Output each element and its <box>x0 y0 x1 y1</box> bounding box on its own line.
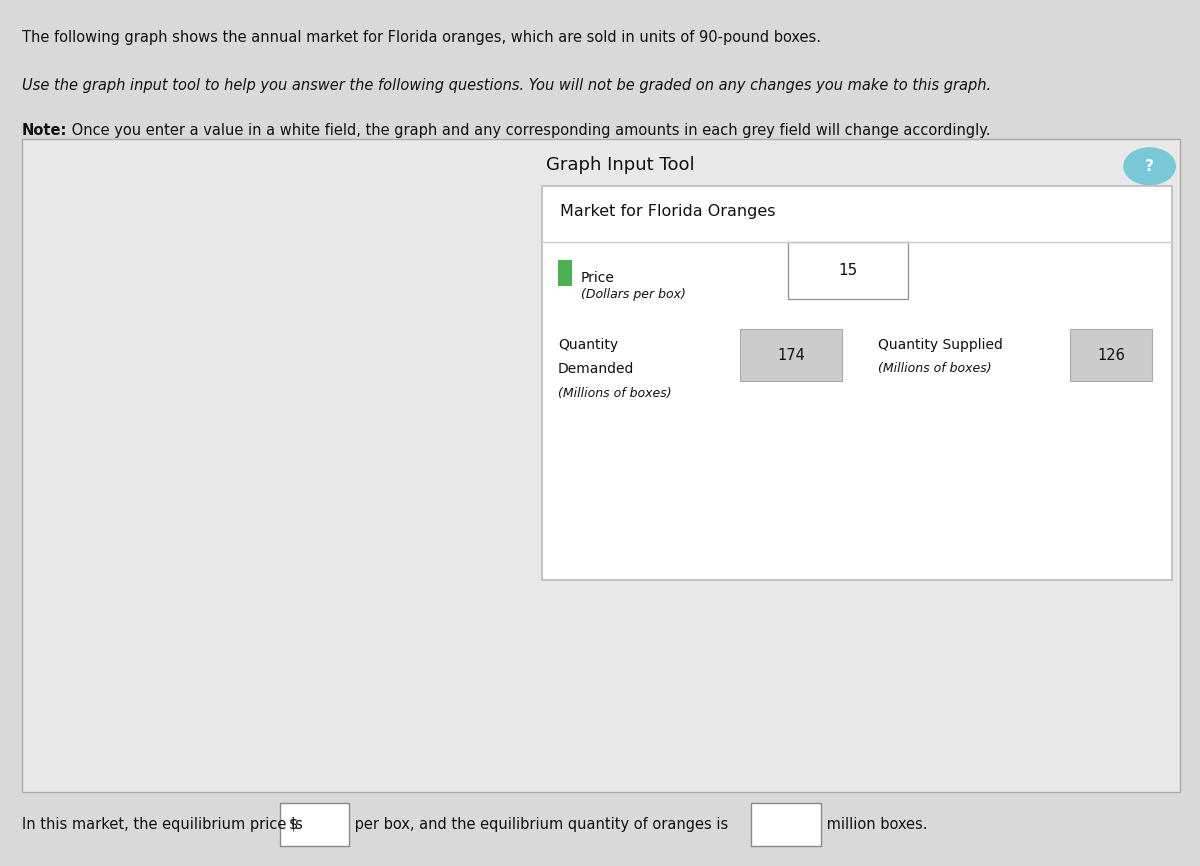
Text: million boxes.: million boxes. <box>822 817 928 832</box>
Text: Demand: Demand <box>356 663 410 676</box>
Text: In this market, the equilibrium price is: In this market, the equilibrium price is <box>22 817 307 832</box>
Text: Quantity Supplied: Quantity Supplied <box>878 338 1003 352</box>
Text: Note:: Note: <box>22 123 67 138</box>
Text: 126: 126 <box>1097 347 1126 363</box>
Text: Once you enter a value in a white field, the graph and any corresponding amounts: Once you enter a value in a white field,… <box>67 123 991 138</box>
Text: Market for Florida Oranges: Market for Florida Oranges <box>560 204 776 218</box>
Text: per box, and the equilibrium quantity of oranges is: per box, and the equilibrium quantity of… <box>350 817 733 832</box>
Text: Demanded: Demanded <box>558 362 635 376</box>
Text: Graph Input Tool: Graph Input Tool <box>546 156 695 174</box>
Text: Use the graph input tool to help you answer the following questions. You will no: Use the graph input tool to help you ans… <box>22 78 991 93</box>
Text: Supply: Supply <box>329 295 371 308</box>
Text: Price: Price <box>581 271 614 285</box>
Text: The following graph shows the annual market for Florida oranges, which are sold : The following graph shows the annual mar… <box>22 30 821 45</box>
Text: 174: 174 <box>778 347 805 363</box>
Text: ?: ? <box>1145 158 1154 174</box>
Text: $: $ <box>289 817 299 832</box>
Text: (Dollars per box): (Dollars per box) <box>581 288 685 301</box>
Text: (Millions of boxes): (Millions of boxes) <box>558 387 672 400</box>
Text: Quantity: Quantity <box>558 338 618 352</box>
Text: (Millions of boxes): (Millions of boxes) <box>878 362 992 375</box>
X-axis label: QUANTITY (Millions of boxes): QUANTITY (Millions of boxes) <box>212 775 394 788</box>
Y-axis label: PRICE (Dollars per box): PRICE (Dollars per box) <box>49 406 62 551</box>
Text: 15: 15 <box>839 263 858 278</box>
